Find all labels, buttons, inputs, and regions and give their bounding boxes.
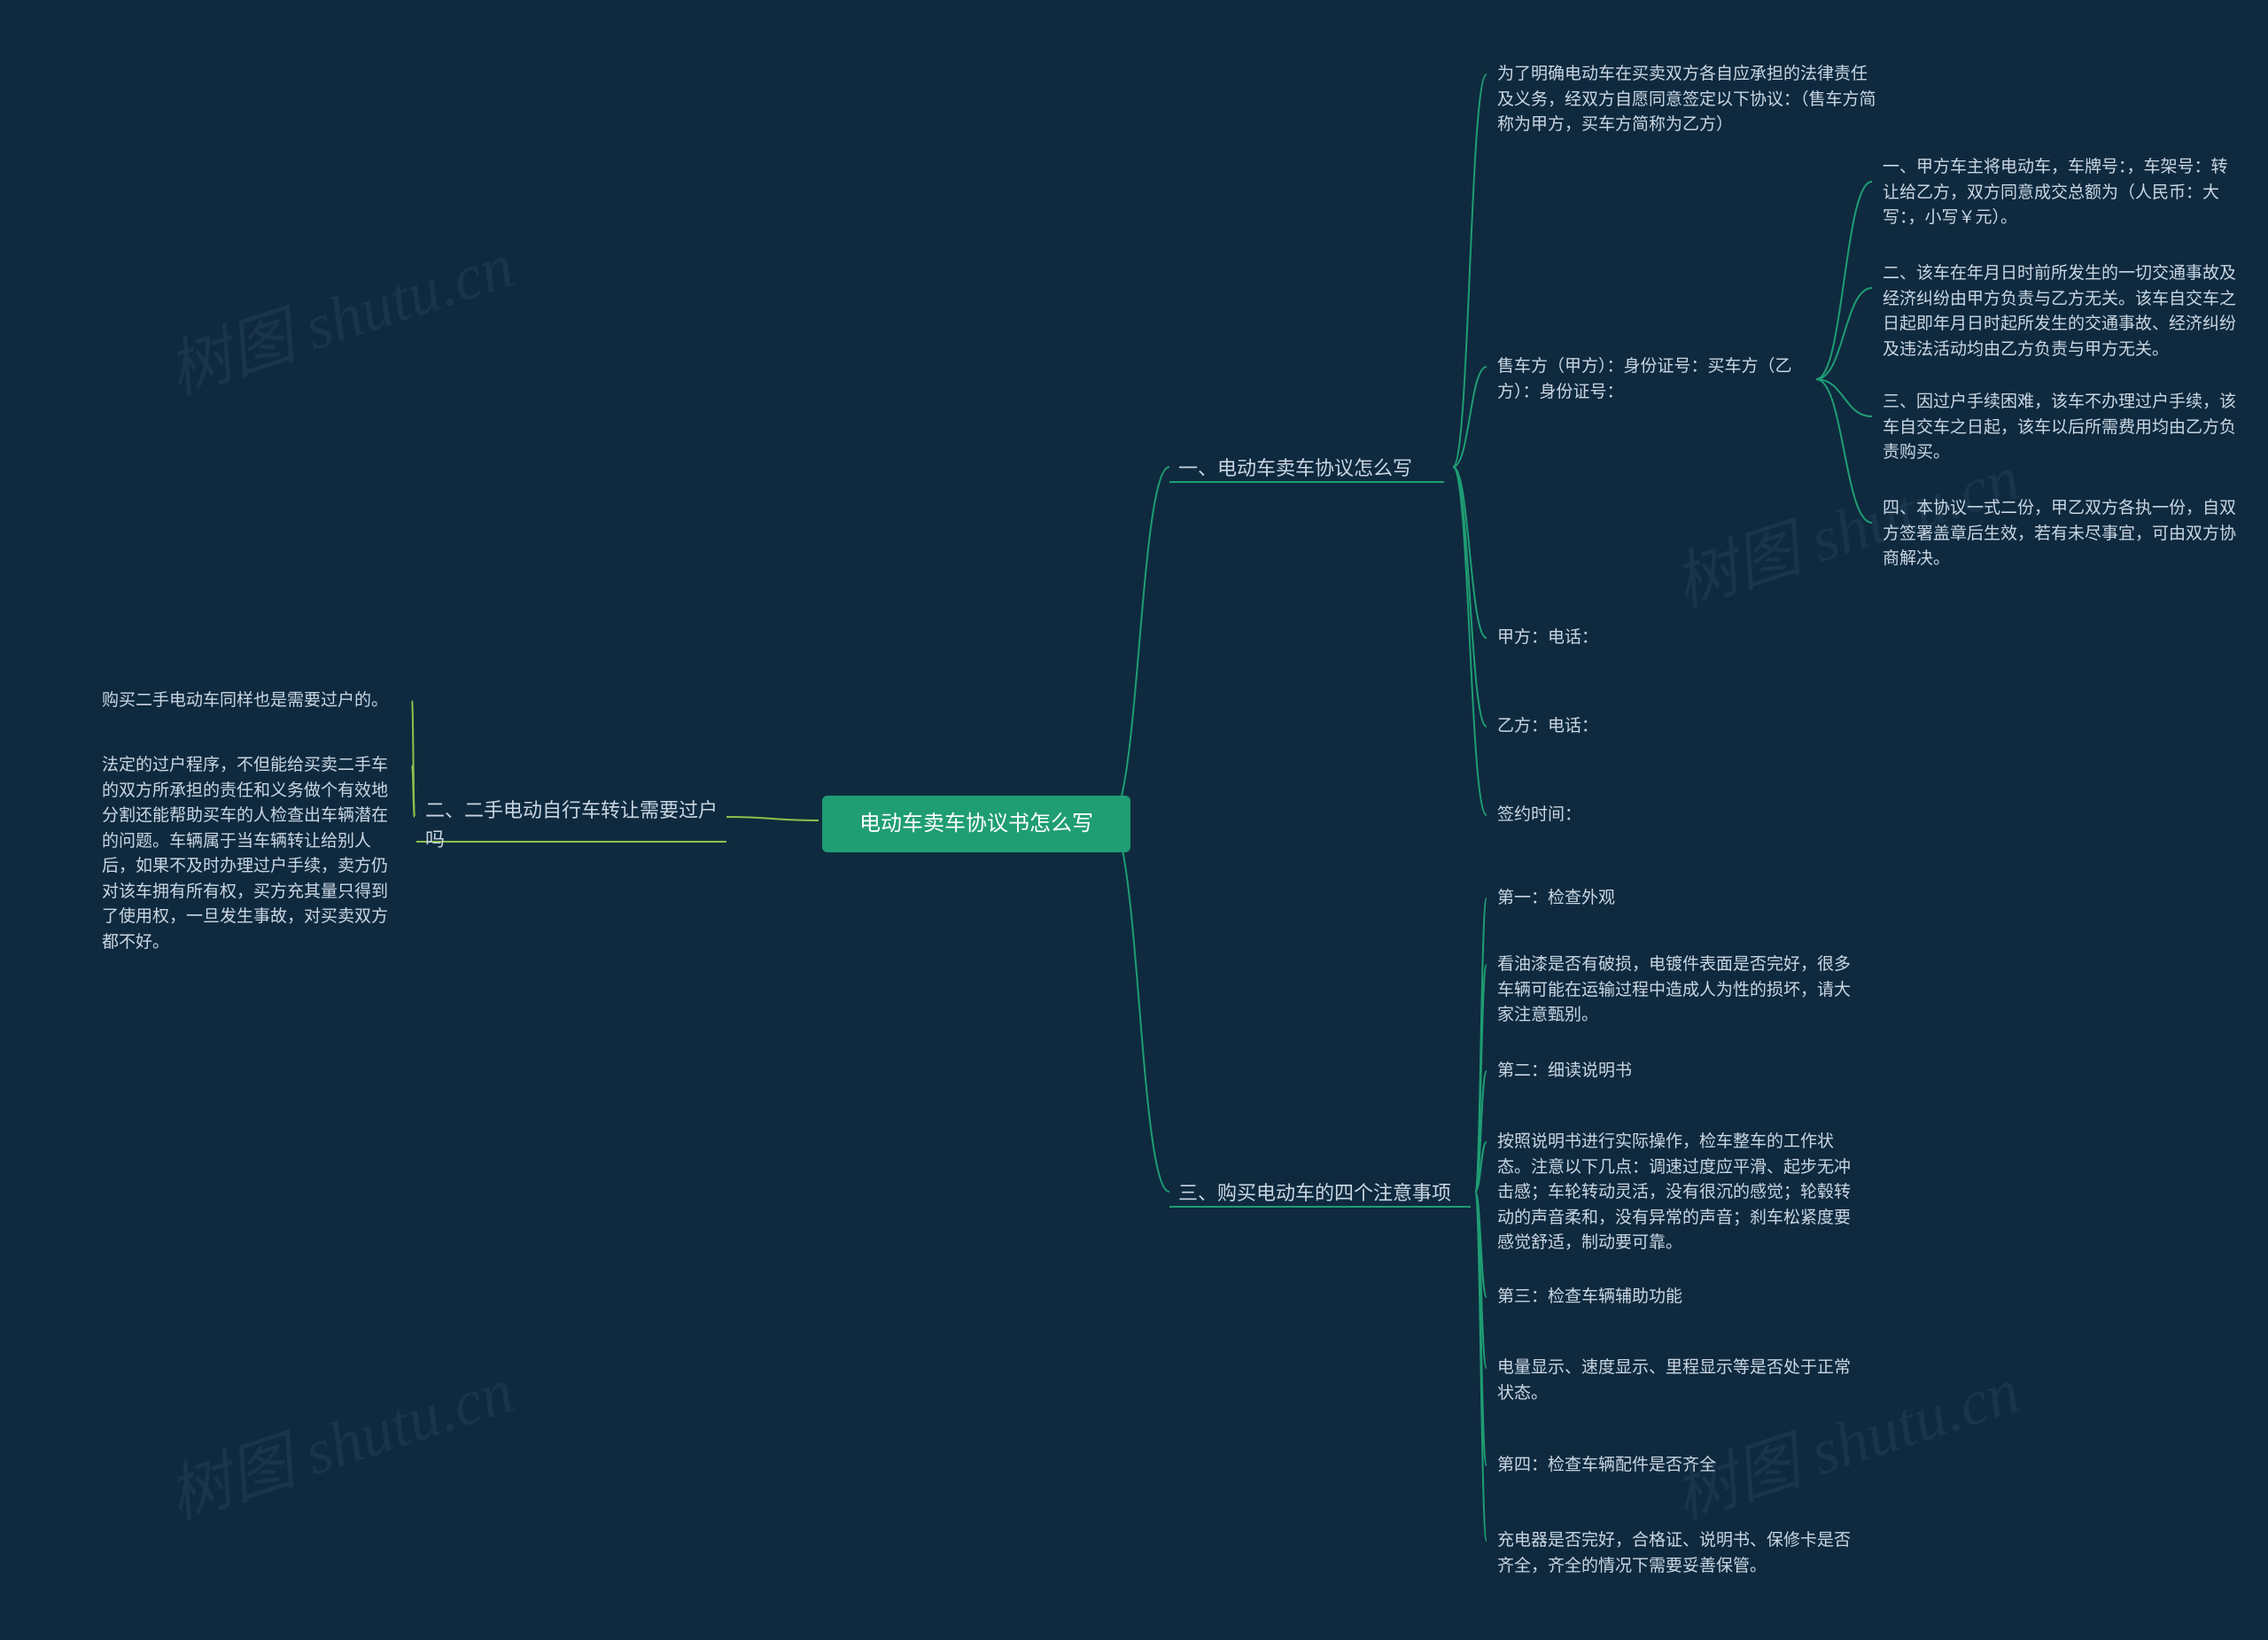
b1-c5[interactable]: 签约时间： xyxy=(1497,803,1674,828)
b3-c7[interactable]: 第四：检查车辆配件是否齐全 xyxy=(1497,1453,1852,1479)
b2-c1[interactable]: 购买二手电动车同样也是需要过户的。 xyxy=(102,688,403,714)
branch-2[interactable]: 二、二手电动自行车转让需要过户吗 xyxy=(425,796,718,854)
b1-c2-d4[interactable]: 四、本协议一式二份，甲乙双方各执一份，自双方签署盖章后生效，若有未尽事宜，可由双… xyxy=(1883,496,2237,572)
b1-c2-d3[interactable]: 三、因过户手续困难，该车不办理过户手续，该车自交车之日起，该车以后所需费用均由乙… xyxy=(1883,390,2237,466)
b3-c3[interactable]: 第二：细读说明书 xyxy=(1497,1059,1852,1084)
b1-c2-d2[interactable]: 二、该车在年月日时前所发生的一切交通事故及经济纠纷由甲方负责与乙方无关。该车自交… xyxy=(1883,261,2237,362)
branch-3[interactable]: 三、购买电动车的四个注意事项 xyxy=(1178,1178,1480,1208)
branch-1[interactable]: 一、电动车卖车协议怎么写 xyxy=(1178,454,1462,483)
b2-c2[interactable]: 法定的过户程序，不但能给买卖二手车的双方所承担的责任和义务做个有效地分割还能帮助… xyxy=(102,753,403,955)
b1-c1[interactable]: 为了明确电动车在买卖双方各自应承担的法律责任及义务，经双方自愿同意签定以下协议：… xyxy=(1497,62,1878,138)
b3-c4[interactable]: 按照说明书进行实际操作，检车整车的工作状态。注意以下几点：调速过度应平滑、起步无… xyxy=(1497,1130,1852,1256)
b1-c2-d1[interactable]: 一、甲方车主将电动车，车牌号：，车架号：转让给乙方，双方同意成交总额为（人民币：… xyxy=(1883,155,2237,231)
b3-c2[interactable]: 看油漆是否有破损，电镀件表面是否完好，很多车辆可能在运输过程中造成人为性的损坏，… xyxy=(1497,952,1852,1029)
b1-c2[interactable]: 售车方（甲方）：身份证号：买车方（乙方）：身份证号： xyxy=(1497,354,1807,405)
b3-c6[interactable]: 电量显示、速度显示、里程显示等是否处于正常状态。 xyxy=(1497,1356,1852,1406)
b3-c8[interactable]: 充电器是否完好，合格证、说明书、保修卡是否齐全，齐全的情况下需要妥善保管。 xyxy=(1497,1528,1852,1579)
b1-c4[interactable]: 乙方：电话： xyxy=(1497,714,1674,740)
b1-c3[interactable]: 甲方：电话： xyxy=(1497,626,1674,651)
b3-c5[interactable]: 第三：检查车辆辅助功能 xyxy=(1497,1285,1852,1310)
b3-c1[interactable]: 第一：检查外观 xyxy=(1497,886,1852,912)
root-node[interactable]: 电动车卖车协议书怎么写 xyxy=(822,796,1130,852)
